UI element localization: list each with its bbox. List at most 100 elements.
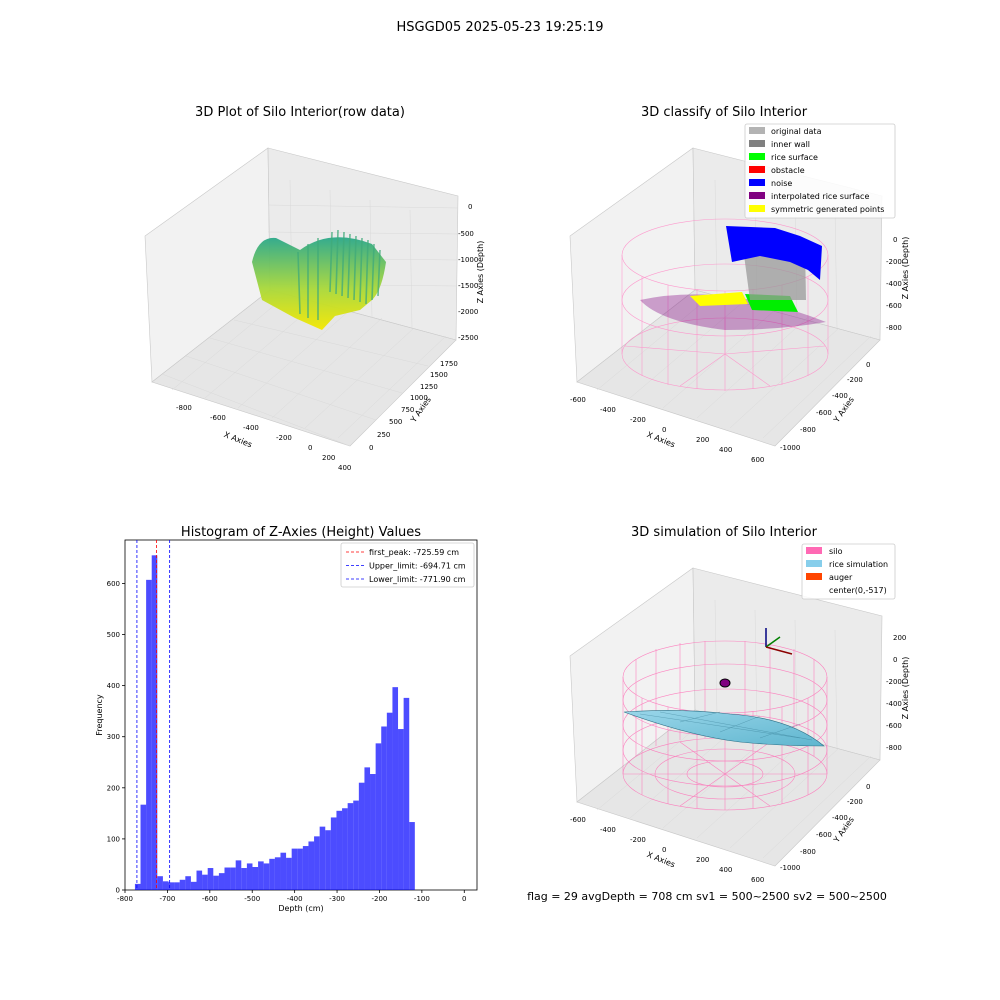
histogram-y-tick-label: 400 [107, 682, 120, 690]
histogram-bar [364, 767, 371, 890]
histogram-bar [162, 881, 169, 890]
histogram-bar [190, 881, 197, 890]
histogram-bar [381, 726, 387, 890]
histogram-y-tick-label: 0 [116, 887, 120, 895]
raw-x-ticks: -800 -600 -400 -200 0 200 400 [176, 404, 351, 472]
classify-z-tick: -600 [886, 302, 902, 310]
histogram-x-tick-label: -400 [287, 895, 303, 903]
histogram-x-tick-label: -300 [329, 895, 345, 903]
simulation-panel-title: 3D simulation of Silo Interior [631, 525, 818, 540]
simulation-legend-swatch [806, 573, 822, 580]
histogram-bar [409, 822, 415, 890]
raw-z-tick: -1500 [458, 282, 478, 290]
classify-legend-label: interpolated rice surface [771, 192, 869, 201]
histogram-bar [297, 848, 303, 890]
histogram-bar [291, 848, 298, 890]
simulation-y-tick: 0 [866, 783, 870, 791]
classify-noise-points [726, 226, 822, 280]
raw-z-tick: 0 [468, 203, 472, 211]
raw-z-tick: -1000 [458, 256, 478, 264]
raw-x-tick: 400 [338, 464, 351, 472]
raw-floor-pane [151, 289, 457, 447]
histogram-reference-lines [136, 540, 171, 890]
raw-y-tick: 0 [369, 444, 373, 452]
simulation-auger-marker [719, 678, 731, 688]
raw-z-label: Z Axies (Depth) [476, 241, 485, 304]
raw-z-ticks: 0 -500 -1000 -1500 -2000 -2500 [458, 203, 478, 342]
histogram-bar [286, 857, 292, 890]
histogram-bar [218, 873, 225, 890]
histogram-bar [213, 875, 219, 890]
simulation-z-tick: -800 [886, 744, 902, 752]
histogram-bar [185, 876, 191, 890]
raw-x-tick: -600 [210, 414, 226, 422]
histogram-bar [207, 868, 214, 890]
histogram-bar [134, 883, 141, 890]
simulation-legend-box [801, 543, 896, 600]
raw-x-tick: -400 [243, 424, 259, 432]
simulation-axis-triad [765, 628, 793, 655]
classify-legend-label: inner wall [771, 140, 810, 149]
simulation-x-tick: 600 [751, 876, 764, 884]
histogram-bar [174, 882, 180, 890]
histogram-legend-label: Lower_limit: -771.90 cm [369, 575, 466, 584]
simulation-legend-label: silo [829, 547, 843, 556]
histogram-bar [375, 743, 382, 890]
panel-classify-3d: 3D classify of Silo Interior [569, 105, 910, 464]
histogram-bar [241, 868, 247, 890]
classify-legend-label: rice surface [771, 153, 818, 162]
histogram-bar [347, 803, 354, 890]
classify-y-tick: -200 [847, 376, 863, 384]
histogram-x-tick-label: -800 [117, 895, 133, 903]
simulation-y-tick: -800 [800, 848, 816, 856]
classify-legend-swatch [749, 127, 765, 134]
histogram-y-tick-label: 600 [107, 580, 120, 588]
classify-legend-swatch [749, 140, 765, 147]
classify-x-tick: 200 [696, 436, 709, 444]
simulation-x-label: X Axies [646, 850, 677, 869]
simulation-z-label: Z Axies (Depth) [901, 657, 910, 720]
classify-z-tick: -800 [886, 324, 902, 332]
classify-x-tick: -200 [630, 416, 646, 424]
histogram-x-tick-label: -100 [414, 895, 430, 903]
classify-legend-label: original data [771, 127, 822, 136]
raw-y-tick: 500 [389, 418, 402, 426]
histogram-bar [230, 867, 236, 890]
histogram-bar [280, 852, 287, 890]
histogram-bar [403, 697, 410, 890]
classify-legend-box [744, 123, 896, 219]
classify-z-tick: -400 [886, 280, 902, 288]
raw-y-tick: 1500 [430, 371, 448, 379]
histogram-bar [325, 830, 331, 890]
classify-legend-swatch [749, 192, 765, 199]
histogram-legend-box [340, 542, 475, 588]
histogram-bar [202, 874, 208, 890]
figure-title: HSGGD05 2025-05-23 19:25:19 [397, 20, 604, 35]
simulation-z-tick: -600 [886, 722, 902, 730]
histogram-bar [252, 867, 259, 890]
histogram-y-tick-label: 200 [107, 784, 120, 792]
histogram-bar [269, 858, 275, 890]
simulation-x-tick: 0 [662, 846, 666, 854]
classify-y-tick: -800 [800, 426, 816, 434]
panel-histogram: Histogram of Z-Axies (Height) Values -80… [95, 525, 478, 913]
raw-panel-title: 3D Plot of Silo Interior(row data) [195, 105, 405, 120]
classify-z-tick: -200 [886, 258, 902, 266]
simulation-z-tick: 200 [893, 634, 906, 642]
simulation-x-tick: -400 [600, 826, 616, 834]
simulation-z-tick: 0 [893, 656, 897, 664]
classify-legend-swatch [749, 205, 765, 212]
raw-z-tick: -2500 [458, 334, 478, 342]
raw-point-cloud [252, 237, 386, 330]
histogram-bar [196, 870, 203, 890]
raw-y-tick: 1750 [440, 360, 458, 368]
histogram-x-label: Depth (cm) [278, 904, 323, 913]
histogram-bar [330, 817, 337, 890]
classify-legend-label: noise [771, 179, 792, 188]
classify-x-tick: 600 [751, 456, 764, 464]
classify-x-tick: -400 [600, 406, 616, 414]
classify-y-tick: -1000 [780, 444, 800, 452]
panel-raw-3d: 3D Plot of Silo Interior(row data) X Axi… [144, 105, 485, 472]
histogram-bar [258, 861, 264, 890]
